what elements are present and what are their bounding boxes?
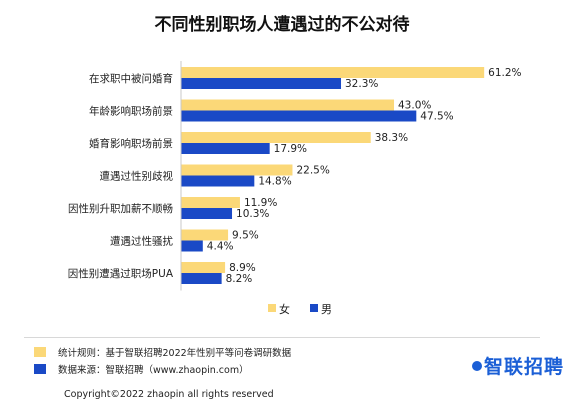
category-label: 年龄影响职场前景 <box>89 105 173 118</box>
value-label: 38.3% <box>375 132 408 144</box>
legend-swatch-female <box>268 304 276 312</box>
legend-swatch-male <box>310 304 318 312</box>
logo-mark-icon <box>472 360 482 371</box>
legend: 女男 <box>268 302 332 316</box>
category-label: 在求职中被问婚育 <box>89 72 173 85</box>
bar-male <box>181 208 233 219</box>
footer-note-rule: 统计规则：基于智联招聘2022年性别平等问卷调研数据 <box>34 345 291 359</box>
bar-male <box>181 175 255 187</box>
bar-male <box>181 143 270 154</box>
category-label: 遭遇过性骚扰 <box>110 235 173 248</box>
bar-male <box>181 110 417 122</box>
category-label: 婚育影响职场前景 <box>89 137 173 150</box>
value-label: 8.9% <box>229 262 256 274</box>
bar-female <box>181 67 485 78</box>
value-label: 17.9% <box>274 143 307 155</box>
bar-female <box>181 99 395 111</box>
value-label: 9.5% <box>232 230 259 242</box>
copyright-text: Copyright©2022 zhaopin all rights reserv… <box>64 389 274 400</box>
bar-female <box>181 132 371 143</box>
value-label: 10.3% <box>236 208 269 220</box>
note-swatch-blue <box>34 364 46 374</box>
bar-female <box>181 262 226 273</box>
category-label: 因性别遭遇过职场PUA <box>68 267 174 280</box>
bar-female <box>181 197 240 208</box>
value-label: 47.5% <box>420 111 453 123</box>
value-label: 8.2% <box>226 273 253 285</box>
value-label: 4.4% <box>207 241 234 253</box>
value-label: 11.9% <box>244 197 277 209</box>
bar-male <box>181 273 222 284</box>
bar-female <box>181 164 293 176</box>
chart-title: 不同性别职场人遭遇过的不公对待 <box>154 15 410 35</box>
note-swatch-yellow <box>34 347 46 357</box>
note-rule-text: 统计规则：基于智联招聘2022年性别平等问卷调研数据 <box>58 348 292 359</box>
brand-logo: 智联招聘 <box>472 352 564 379</box>
value-label: 32.3% <box>345 78 378 90</box>
brand-name: 智联招聘 <box>484 356 564 378</box>
value-label: 22.5% <box>296 165 329 177</box>
bar-male <box>181 240 203 252</box>
note-source-text: 数据来源：智联招聘（www.zhaopin.com） <box>58 365 249 376</box>
category-label: 遭遇过性别歧视 <box>100 170 174 183</box>
legend-label-male: 男 <box>321 303 332 316</box>
value-label: 43.0% <box>398 100 431 112</box>
category-label: 因性别升职加薪不顺畅 <box>68 202 173 215</box>
footer-divider <box>24 337 540 338</box>
value-label: 14.8% <box>258 176 291 188</box>
bar-female <box>181 229 229 241</box>
footer-note-source: 数据来源：智联招聘（www.zhaopin.com） <box>34 362 249 376</box>
legend-label-female: 女 <box>279 302 290 316</box>
bar-male <box>181 78 342 89</box>
bar-chart: 在求职中被问婚育 61.2% 32.3% 年龄影响职场前景 43.0%47.5% 婚育影响… <box>68 61 522 316</box>
value-label: 61.2% <box>488 67 521 79</box>
plot-area: 在求职中被问婚育 61.2% 32.3% 年龄影响职场前景 43.0%47.5% 婚育影响… <box>68 61 522 291</box>
